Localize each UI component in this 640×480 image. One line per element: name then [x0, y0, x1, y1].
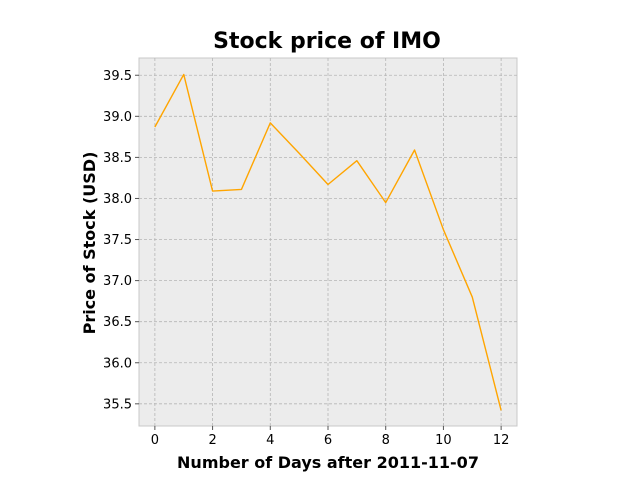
- x-tick-label: 2: [208, 433, 216, 448]
- x-tick-label: 4: [266, 433, 274, 448]
- x-tick-label: 10: [435, 433, 452, 448]
- y-axis-label: Price of Stock (USD): [80, 152, 99, 335]
- x-axis-label: Number of Days after 2011-11-07: [177, 453, 479, 472]
- axis-ticks: 0 2 4 6 8 10 12 35.5 36.0 36.5 37.0 37.5 38.0 38.5 39.…: [103, 69, 509, 448]
- x-tick-label: 0: [151, 433, 159, 448]
- x-tick-label: 6: [324, 433, 332, 448]
- y-tick-label: 37.5: [103, 233, 132, 248]
- y-tick-label: 36.0: [103, 356, 132, 371]
- y-tick-label: 39.5: [103, 69, 132, 84]
- y-tick-label: 39.0: [103, 110, 132, 125]
- x-tick-label: 8: [382, 433, 390, 448]
- x-tick-label: 12: [493, 433, 510, 448]
- grid-lines: [139, 58, 517, 426]
- series-line: [154, 73, 502, 411]
- y-tick-label: 35.5: [103, 397, 132, 412]
- y-tick-label: 38.0: [103, 192, 132, 207]
- y-tick-label: 38.5: [103, 151, 132, 166]
- y-tick-label: 36.5: [103, 315, 132, 330]
- series-layer: [154, 73, 502, 411]
- y-tick-label: 37.0: [103, 274, 132, 289]
- chart-title: Stock price of IMO: [213, 29, 441, 54]
